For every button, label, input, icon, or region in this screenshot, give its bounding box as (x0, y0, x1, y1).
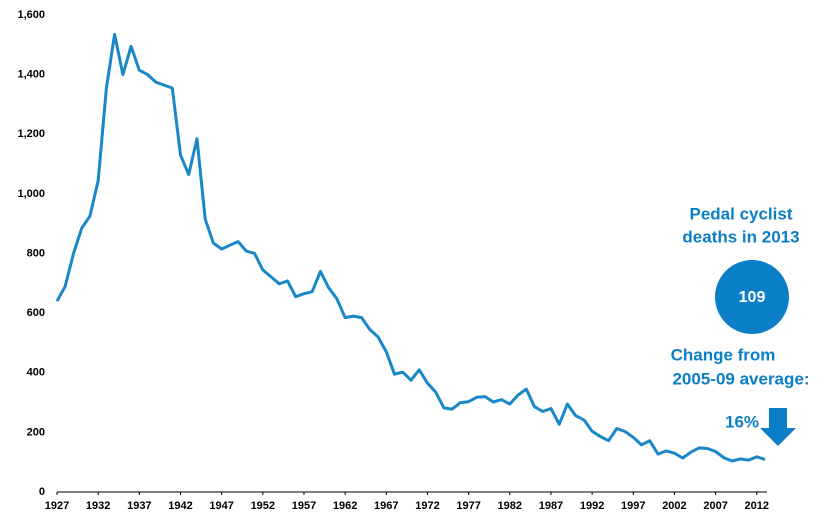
y-tick-label: 1,600 (17, 9, 45, 21)
y-tick-label: 800 (27, 247, 45, 259)
y-tick-label: 1,400 (17, 69, 45, 81)
y-tick-label: 1,200 (17, 128, 45, 140)
x-tick-label: 1962 (333, 500, 357, 512)
x-tick-label: 1982 (498, 500, 522, 512)
x-tick-label: 2007 (703, 500, 727, 512)
down-arrow (760, 408, 796, 446)
y-tick-label: 400 (27, 367, 45, 379)
value-badge (715, 260, 789, 334)
x-tick-label: 1987 (539, 500, 563, 512)
x-tick-label: 1942 (168, 500, 192, 512)
data-line (55, 32, 766, 463)
x-tick-label: 1927 (45, 500, 69, 512)
x-tick-label: 1957 (292, 500, 316, 512)
annotation: Pedal cyclist (689, 204, 792, 223)
x-tick-label: 2012 (745, 500, 769, 512)
y-tick-label: 600 (27, 307, 45, 319)
annotation: deaths in 2013 (682, 227, 799, 246)
x-tick-label: 1992 (580, 500, 604, 512)
x-tick-label: 1952 (251, 500, 275, 512)
annotation: 2005-09 average: (672, 369, 809, 388)
y-tick-label: 0 (39, 486, 45, 498)
x-tick-label: 1967 (374, 500, 398, 512)
x-tick-label: 1947 (209, 500, 233, 512)
x-tick-label: 1977 (456, 500, 480, 512)
y-tick-label: 200 (27, 426, 45, 438)
annotation-value: 109 (739, 289, 766, 306)
x-tick-label: 1997 (621, 500, 645, 512)
x-tick-label: 1937 (127, 500, 151, 512)
y-tick-label: 1,000 (17, 188, 45, 200)
x-tick-label: 1972 (415, 500, 439, 512)
x-tick-label: 2002 (662, 500, 686, 512)
x-tick-label: 1932 (86, 500, 110, 512)
annotation: Change from (671, 345, 776, 364)
annotation-change: 16% (725, 412, 759, 431)
